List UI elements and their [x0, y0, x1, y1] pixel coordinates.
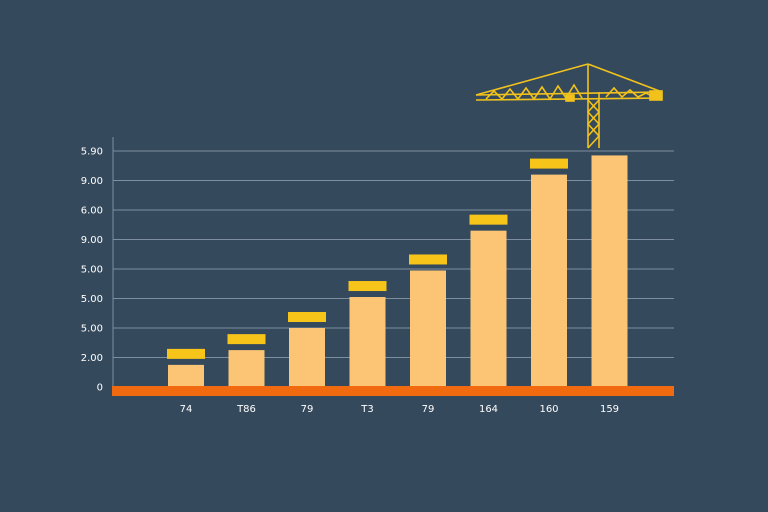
x-tick-label: 74 — [180, 404, 193, 415]
bar — [289, 328, 325, 387]
y-tick-label: 6.00 — [81, 206, 103, 217]
bar — [410, 270, 446, 387]
bar — [531, 174, 567, 387]
baseline-bar — [112, 386, 674, 396]
bar — [591, 155, 628, 387]
y-tick-label: 9.00 — [81, 235, 103, 246]
x-tick-label: 160 — [539, 404, 558, 415]
bars — [167, 155, 628, 387]
y-tick-label: 0 — [97, 383, 103, 394]
x-tick-label: T86 — [236, 404, 256, 415]
y-tick-label: 5.00 — [81, 294, 103, 305]
y-tick-label: 2.00 — [81, 353, 103, 364]
bar-cap — [288, 312, 326, 322]
bar — [349, 297, 386, 387]
x-tick-label: 159 — [600, 404, 619, 415]
y-tick-label: 5.00 — [81, 324, 103, 335]
y-tick-label: 9.00 — [81, 176, 103, 187]
bar-cap — [409, 254, 447, 265]
x-tick-label: 79 — [301, 404, 314, 415]
gridlines — [113, 150, 674, 358]
x-tick-label: T3 — [360, 404, 373, 415]
construction-crane-icon — [475, 63, 663, 149]
bar-cap — [469, 214, 508, 225]
bar — [470, 230, 507, 387]
bar-cap — [530, 158, 568, 169]
bar — [228, 350, 265, 387]
y-tick-label: 5.00 — [81, 265, 103, 276]
y-tick-label: 5.90 — [81, 147, 103, 158]
bar-cap — [348, 281, 387, 292]
x-tick-label: 164 — [479, 404, 498, 415]
x-tick-label: 79 — [422, 404, 435, 415]
y-tick-labels: 0 2.00 5.00 5.00 5.00 9.00 6.00 9.00 5.90 — [81, 147, 103, 394]
bar-cap — [167, 348, 205, 359]
bar — [168, 364, 204, 387]
x-tick-labels: 74 T86 79 T3 79 164 160 159 — [180, 404, 619, 415]
bar-cap — [227, 334, 266, 345]
